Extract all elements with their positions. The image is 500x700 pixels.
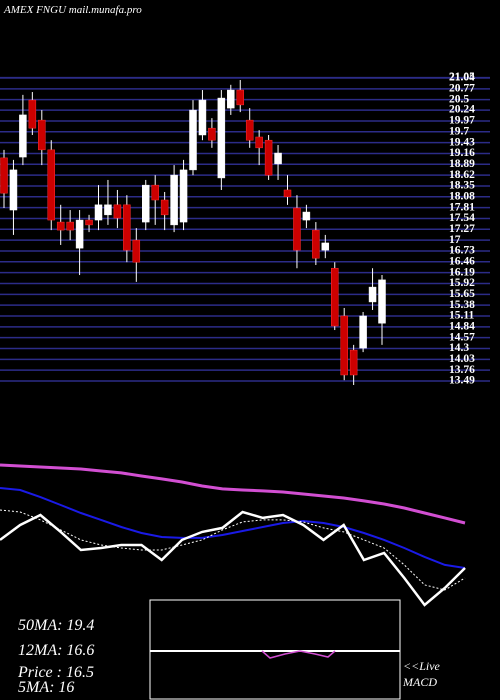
y-tick-label: 13.49 [449, 375, 475, 387]
y-tick-label: 15.11 [449, 310, 474, 322]
candle-body [66, 221, 74, 231]
candle-body [331, 267, 339, 327]
candle-body [245, 119, 254, 141]
y-tick-label: 17.54 [449, 212, 475, 224]
stat-text: 50MA: 19.4 [18, 617, 94, 634]
ma-line [0, 510, 466, 607]
candle-body [9, 169, 18, 211]
ma-line [0, 509, 466, 591]
candle-body [236, 89, 244, 106]
macd-label: MACD [402, 675, 437, 689]
candle-body [368, 286, 377, 303]
y-tick-label: 15.65 [449, 288, 475, 300]
candle-body [302, 211, 311, 221]
candle-body [170, 174, 178, 226]
macd-signal [261, 650, 336, 659]
candle-body [274, 152, 282, 165]
y-tick-label: 21.05 [449, 71, 475, 83]
ma-line [0, 463, 466, 525]
candle-body [312, 229, 320, 259]
y-tick-label: 20.77 [449, 82, 475, 94]
candle-body [283, 189, 292, 198]
y-tick-label: 20.5 [449, 93, 469, 105]
y-tick-label: 19.16 [449, 147, 475, 159]
candle-body [198, 99, 207, 136]
candle-body [208, 127, 216, 141]
candle-body [264, 139, 273, 176]
candle-body [378, 279, 386, 324]
candle-body [85, 219, 93, 226]
candle-body [217, 97, 226, 179]
ma-line [0, 487, 466, 569]
y-tick-label: 18.62 [449, 169, 475, 181]
stat-text: 5MA: 16 [18, 679, 74, 696]
candle-body [113, 204, 122, 219]
candle-body [123, 204, 131, 251]
candle-body [56, 221, 65, 231]
y-tick-label: 15.92 [449, 277, 475, 289]
y-tick-label: 20.24 [449, 104, 475, 116]
candle-body [19, 114, 27, 158]
y-tick-label: 19.43 [449, 136, 475, 148]
y-tick-label: 16.73 [449, 245, 475, 257]
y-tick-label: 19.97 [449, 115, 475, 127]
y-tick-label: 14.57 [449, 331, 475, 343]
y-tick-label: 19.7 [449, 125, 469, 137]
candle-body [160, 199, 169, 216]
candle-body [47, 149, 55, 221]
candle-body [293, 207, 301, 251]
y-tick-label: 18.89 [449, 158, 475, 170]
macd-frame [149, 599, 401, 700]
candle-body [94, 204, 103, 221]
y-tick-label: 17 [449, 234, 461, 246]
stat-text: Price : 16.5 [17, 664, 94, 681]
y-tick-label: 15.38 [449, 299, 475, 311]
candle-body [75, 219, 84, 249]
macd-label: <<Live [403, 659, 441, 673]
chart-title: AMEX FNGU mail.munafa.pro [3, 4, 142, 16]
y-tick-label: 18.08 [449, 190, 475, 202]
candle-body [132, 239, 141, 263]
candle-body [340, 315, 348, 376]
y-tick-label: 16.19 [449, 266, 475, 278]
candle-body [349, 349, 358, 376]
y-tick-label: 21.04 [449, 72, 475, 84]
stat-text: 12MA: 16.6 [18, 642, 94, 659]
candle-body [142, 184, 150, 223]
y-tick-label: 13.76 [449, 364, 475, 376]
candle-body [227, 89, 235, 109]
y-tick-label: 14.3 [449, 342, 469, 354]
candle-body [189, 109, 197, 171]
candle-body [255, 136, 263, 149]
candle-body [359, 315, 367, 349]
candle-body [38, 119, 46, 151]
candle-body [321, 242, 330, 251]
candle-body [151, 184, 159, 201]
candle-body [179, 169, 188, 223]
candle-body [0, 157, 8, 194]
y-tick-label: 14.84 [449, 320, 475, 332]
y-tick-label: 18.35 [449, 180, 475, 192]
y-tick-label: 17.81 [449, 201, 475, 213]
candle-body [104, 204, 112, 216]
y-tick-label: 16.46 [449, 255, 475, 267]
candle-body [28, 99, 37, 129]
y-tick-label: 14.03 [449, 353, 475, 365]
y-tick-label: 17.27 [449, 223, 475, 235]
